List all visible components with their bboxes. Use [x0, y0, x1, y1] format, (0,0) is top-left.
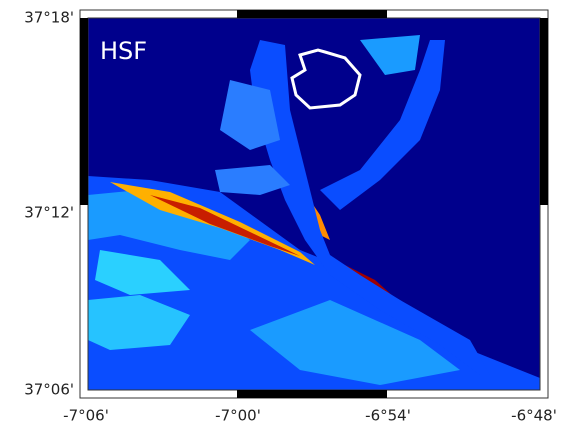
area-label: HSF — [100, 37, 147, 65]
shelf-patch — [250, 300, 460, 385]
lat-tick-label: 37°18' — [24, 9, 74, 27]
turbid-streak — [150, 195, 300, 256]
frame-segment — [540, 18, 548, 205]
frame-segment — [80, 18, 88, 205]
lon-tick-label: -6°54' — [365, 407, 411, 425]
marsh-patch — [220, 80, 280, 150]
frame-segment — [237, 10, 387, 18]
frame-segment — [237, 390, 387, 398]
lat-tick-label: 37°12' — [24, 204, 74, 222]
marsh-patch — [215, 165, 290, 195]
lat-tick-label: 37°06' — [24, 381, 74, 399]
shelf-patch — [95, 250, 190, 295]
lon-tick-label: -6°48' — [511, 407, 557, 425]
lon-tick-label: -7°00' — [215, 407, 261, 425]
marsh-patch — [360, 35, 420, 75]
lon-tick-label: -7°06' — [63, 407, 109, 425]
estuary-channel — [320, 40, 445, 210]
shelf-patch — [88, 190, 250, 260]
hsf-outline — [290, 48, 362, 110]
shelf-patch — [88, 295, 190, 350]
estuary-channel — [250, 40, 490, 375]
